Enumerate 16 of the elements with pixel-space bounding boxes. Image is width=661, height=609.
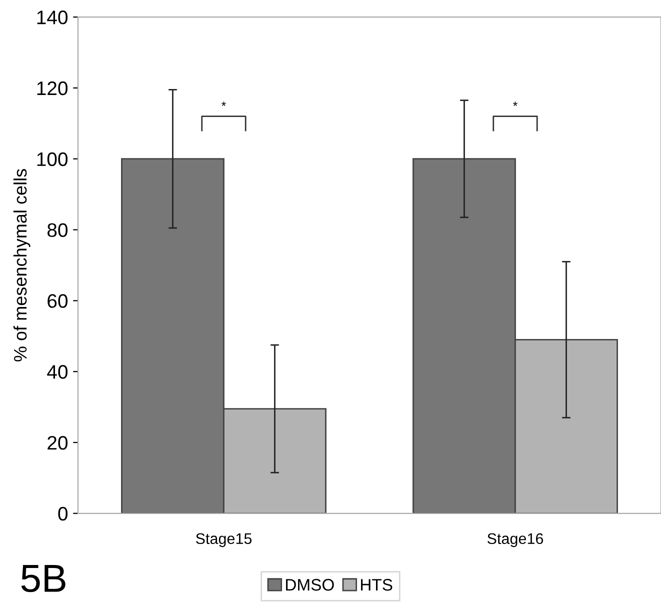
annotation: * [222, 102, 226, 106]
legend-label: DMSO [286, 578, 334, 591]
text: 5B [21, 565, 66, 592]
x-tick-label: Stage15 [196, 533, 252, 548]
y-tick-label: 80 [47, 223, 68, 238]
y-tick-label: 100 [37, 152, 68, 166]
x-tick-label: Stage16 [487, 533, 544, 548]
legend-label: HTS [361, 578, 392, 591]
y-axis-title: % of mesenchymal cells [13, 169, 30, 362]
y-tick-label: 20 [48, 436, 68, 450]
y-tick-label: 0 [58, 506, 68, 521]
y-tick-label: 40 [47, 365, 68, 379]
y-tick-label: 120 [37, 81, 68, 96]
annotation: * [513, 102, 518, 106]
y-tick-label: 60 [48, 294, 68, 308]
y-tick-label: 140 [37, 10, 68, 24]
